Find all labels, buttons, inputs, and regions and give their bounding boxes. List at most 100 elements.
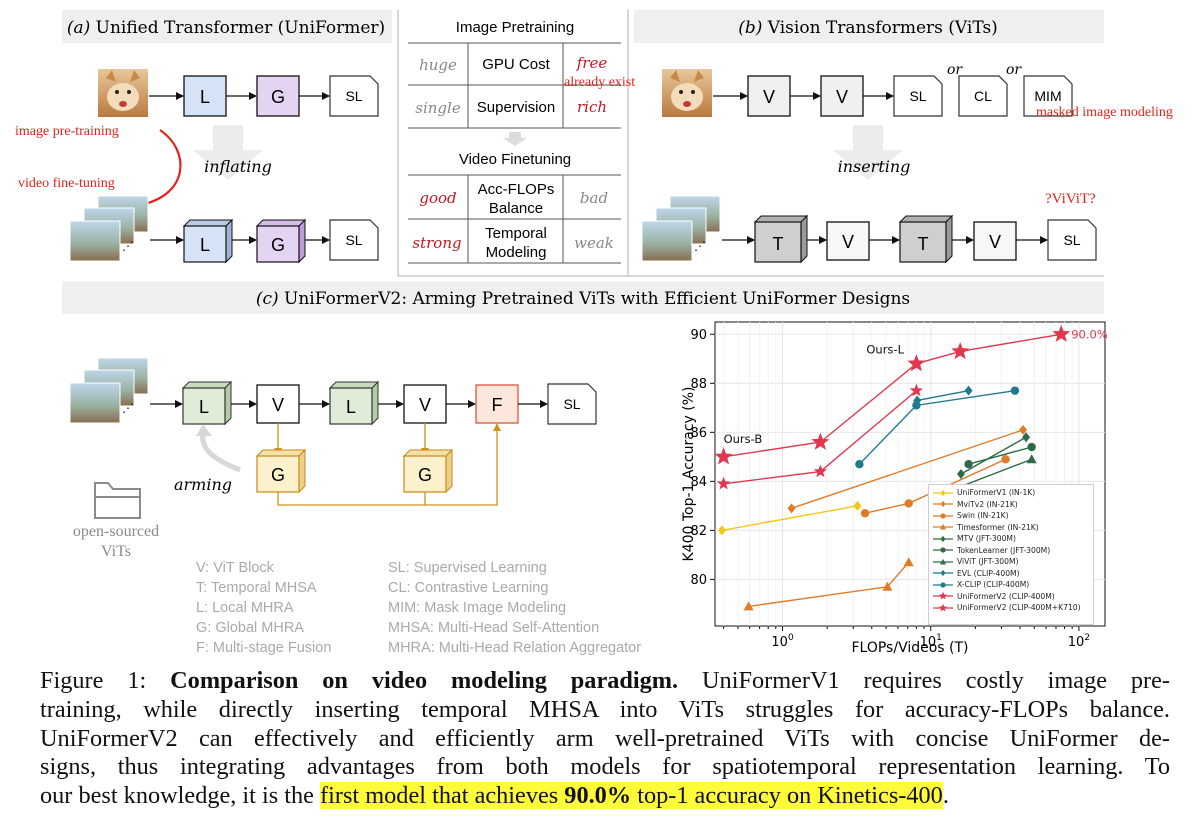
caption-hl-a: first model that achieves xyxy=(320,782,565,810)
series-4-point-1 xyxy=(1022,432,1031,443)
legend-marker-1 xyxy=(940,501,946,508)
abbr-left-3: G: Global MHRA xyxy=(196,620,304,636)
series-10-point-2 xyxy=(907,354,926,372)
block-b-top-v1 xyxy=(747,75,791,117)
svg-text:⋰: ⋰ xyxy=(122,401,134,415)
cell-gpu-center: GPU Cost xyxy=(482,56,550,73)
legend-item-5: TokenLearner (JFT-300M) xyxy=(933,545,1093,557)
block-c-f-label: F xyxy=(492,395,503,415)
caption-hl-bold: 90.0% xyxy=(564,782,632,810)
cube-a-g xyxy=(255,218,307,264)
caption-line-5: our best knowledge, it is the first mode… xyxy=(40,782,1170,811)
cube-c-l1 xyxy=(181,380,233,426)
legend-item-0: UniFormerV1 (IN-1K) xyxy=(933,487,1093,499)
ytick-label: 88 xyxy=(690,377,707,392)
video-frames-c: ⋰ xyxy=(69,357,149,424)
legend-label-3: Timesformer (IN-21K) xyxy=(957,522,1039,532)
series-2-point-1 xyxy=(904,499,913,508)
abbr-left-2: L: Local MHRA xyxy=(196,600,294,616)
series-2-point-0 xyxy=(860,509,870,518)
cube-b-t1 xyxy=(753,214,809,264)
legend-swatch xyxy=(933,535,953,542)
legend-marker-10 xyxy=(938,603,948,612)
block-b-bottom-sl-label: SL xyxy=(1063,232,1080,248)
block-b-bottom-v2-label: V xyxy=(989,232,1001,252)
abbr-left-4: F: Multi-stage Fusion xyxy=(196,640,331,656)
series-10-point-4 xyxy=(1052,324,1071,342)
legend-item-9: UniFormerV2 (CLIP-400M) xyxy=(933,591,1093,603)
cell-gpu-right: free xyxy=(576,54,608,72)
legend-marker-4 xyxy=(940,535,946,542)
legend-label-5: TokenLearner (JFT-300M) xyxy=(957,545,1051,555)
series-5-point-0 xyxy=(964,459,973,469)
series-9-point-2 xyxy=(909,383,923,397)
legend-swatch xyxy=(933,558,953,565)
or-label-1: or xyxy=(947,62,963,78)
caption-figure-label: Figure 1: xyxy=(40,667,171,694)
cube-a-l-label: L xyxy=(200,235,210,255)
legend-item-3: Timesformer (IN-21K) xyxy=(933,522,1093,534)
block-b-top-mim xyxy=(1023,75,1073,117)
label-inserting: inserting xyxy=(838,157,911,176)
figure-caption: Figure 1: Comparison on video modeling p… xyxy=(40,667,1170,811)
block-a-top-sl xyxy=(329,75,379,117)
legend-swatch xyxy=(933,524,953,530)
legend-swatch xyxy=(933,547,953,553)
chart-legend: UniFormerV1 (IN-1K) MviTv2 (IN-21K) Swin (… xyxy=(928,484,1094,625)
table-image-pretraining-title: Image Pretraining xyxy=(456,19,574,36)
chart-annotations: Ours-B Ours-L 90.0% xyxy=(724,327,1108,446)
abbr-left-1: T: Temporal MHSA xyxy=(196,580,317,596)
legend-item-4: MTV (JFT-300M) xyxy=(933,533,1093,545)
series-line-0 xyxy=(721,505,858,532)
annot-video-finetuning: video fine-tuning xyxy=(18,176,115,191)
series-line-1 xyxy=(791,429,1024,509)
caption-line-3: UniFormerV2 can effectively and efficien… xyxy=(40,724,1170,752)
panel-c-title: (c) UniFormerV2: Arming Pretrained ViTs … xyxy=(256,289,910,309)
cube-c-g1-label: G xyxy=(271,465,285,485)
block-a-bottom-sl-label: SL xyxy=(345,232,362,248)
block-c-v1-label: V xyxy=(272,395,284,415)
down-arrow-a xyxy=(193,125,263,180)
legend-swatch xyxy=(933,591,953,600)
legend-swatch xyxy=(933,582,953,588)
chart-xlabel: FLOPs/Videos (T) xyxy=(851,640,968,656)
legend-swatch xyxy=(933,489,953,496)
legend-item-1: MviTv2 (IN-21K) xyxy=(933,499,1093,511)
series-line-5 xyxy=(968,446,1032,465)
legend-label-6: ViViT (JFT-300M) xyxy=(957,557,1019,567)
block-a-top-sl-label: SL xyxy=(345,88,362,104)
series-3-point-2 xyxy=(903,557,914,567)
cell-temporal-right: weak xyxy=(574,234,614,252)
xtick-label: 100 xyxy=(771,633,794,650)
legend-marker-2 xyxy=(940,513,946,519)
legend-swatch xyxy=(933,603,953,612)
legend-item-7: EVL (CLIP-400M) xyxy=(933,568,1093,580)
panel-a-title: (a) Unified Transformer (UniFormer) xyxy=(67,18,385,38)
series-9-point-1 xyxy=(813,464,827,478)
dog-image-b xyxy=(662,69,712,117)
table-video-finetuning-title: Video Finetuning xyxy=(459,151,571,168)
series-line-7 xyxy=(917,389,969,402)
block-b-bottom-sl xyxy=(1047,219,1097,261)
series-5-point-1 xyxy=(1027,442,1036,452)
series-line-4 xyxy=(960,436,1027,475)
cube-b-t1-label: T xyxy=(773,234,784,254)
ytick-label: 90 xyxy=(690,328,707,343)
cube-a-g-label: G xyxy=(271,235,285,255)
caption-hl-b: top-1 accuracy on Kinetics-400 xyxy=(631,782,943,810)
abbr-right-1: CL: Contrastive Learning xyxy=(388,580,548,596)
label-arming: arming xyxy=(174,475,232,494)
legend-marker-9 xyxy=(938,591,948,600)
cell-gpu-left: huge xyxy=(419,56,457,74)
legend-item-8: X-CLIP (CLIP-400M) xyxy=(933,579,1093,591)
abbreviations: V: ViT Block T: Temporal MHSA L: Local M… xyxy=(196,560,641,656)
cube-c-l1-label: L xyxy=(199,397,209,417)
series-0-point-0 xyxy=(717,525,726,536)
chart-series xyxy=(714,324,1071,611)
block-b-top-v2 xyxy=(820,75,864,117)
annot-already-exist: already exist xyxy=(564,75,635,90)
caption-line-4: signs, thus integrating advantages from … xyxy=(40,753,1170,781)
caption-bold-title: Comparison on video modeling paradigm. xyxy=(170,667,679,694)
cell-acc-left: good xyxy=(419,189,456,207)
legend-marker-5 xyxy=(940,547,946,553)
